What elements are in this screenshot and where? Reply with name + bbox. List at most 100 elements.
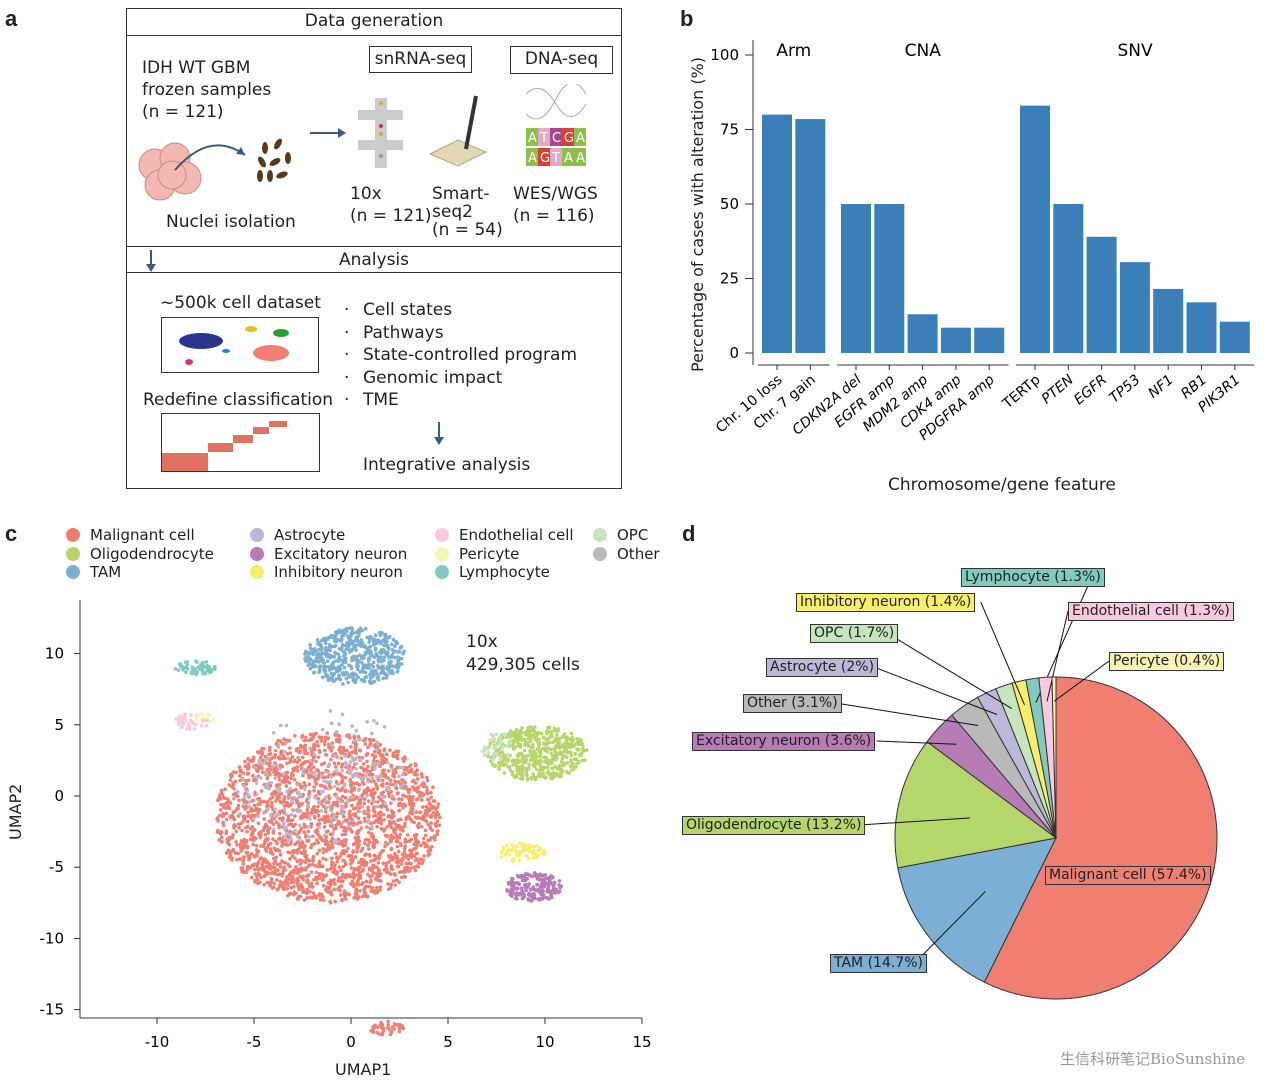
- umap-point: [268, 797, 272, 801]
- umap-point: [314, 870, 319, 875]
- umap-point: [255, 864, 260, 869]
- group-label: SNV: [1117, 41, 1153, 61]
- umap-point: [317, 848, 322, 853]
- legend-label: TAM: [90, 563, 122, 581]
- umap-point: [358, 888, 362, 893]
- umap-point: [378, 885, 383, 889]
- umap-point: [270, 795, 275, 799]
- legend-item: Malignant cell: [66, 526, 195, 544]
- wes-label: WES/WGS: [513, 184, 598, 204]
- umap-point: [339, 851, 344, 856]
- umap-point: [375, 800, 380, 804]
- umap-point: [329, 757, 333, 762]
- umap-point: [339, 824, 344, 829]
- legend-swatch-icon: [435, 528, 449, 542]
- panel-label-c: c: [5, 521, 18, 546]
- bar: [841, 204, 871, 353]
- umap-point: [308, 732, 313, 737]
- legend-swatch-icon: [435, 565, 449, 579]
- umap-point: [424, 785, 429, 790]
- umap-point: [361, 773, 366, 777]
- smartseq-count: (n = 54): [432, 220, 503, 240]
- umap-point: [393, 873, 397, 877]
- umap-point: [423, 833, 428, 838]
- legend-swatch-icon: [250, 547, 264, 561]
- umap-point: [381, 812, 386, 817]
- umap-point: [410, 785, 415, 789]
- pie-slice-label: Malignant cell (57.4%): [1045, 866, 1211, 885]
- umap-point: [336, 879, 341, 883]
- umap-point: [295, 769, 300, 773]
- samples-text: frozen samples: [142, 80, 272, 100]
- tenx-label: 10x: [350, 184, 382, 204]
- umap-point: [318, 898, 323, 902]
- bar-x-axis-title: Chromosome/gene feature: [888, 475, 1116, 495]
- pie-leader-line: [886, 632, 1012, 709]
- bullet-icon: ·: [344, 322, 350, 343]
- umap-point: [272, 810, 277, 815]
- x-tick-label: 15: [632, 1033, 651, 1051]
- dna-base-letter: A: [576, 131, 585, 146]
- redefine-label: Redefine classification: [143, 390, 334, 410]
- umap-point: [376, 811, 381, 815]
- legend-swatch-icon: [66, 528, 80, 542]
- dna-base-letter: A: [576, 151, 585, 166]
- bar: [1086, 236, 1117, 353]
- integrative-analysis-label: Integrative analysis: [363, 455, 531, 475]
- umap-point: [278, 879, 283, 884]
- umap-point: [335, 811, 340, 816]
- umap-point: [311, 834, 315, 839]
- tenx-count: (n = 121): [350, 206, 432, 226]
- umap-point: [281, 887, 286, 892]
- legend-label: Lymphocyte: [459, 563, 550, 581]
- dna-base-letter: G: [564, 131, 574, 146]
- panel-label-d: d: [682, 521, 696, 546]
- legend-item: Endothelial cell: [435, 526, 574, 544]
- pie-slice-label: Inhibitory neuron (1.4%): [796, 593, 976, 612]
- umap-point: [227, 783, 232, 787]
- workflow-frame: [126, 8, 622, 489]
- dna-base: [526, 128, 538, 146]
- pie-slice-label: Oligodendrocyte (13.2%): [682, 816, 866, 835]
- pie-leader-line: [873, 666, 998, 715]
- y-tick-label: 75: [720, 121, 739, 139]
- y-tick-label: -10: [40, 929, 65, 947]
- umap-point: [344, 801, 348, 806]
- umap-point: [321, 883, 326, 888]
- divider: [126, 246, 622, 247]
- pie-slice-label: Astrocyte (2%): [766, 658, 879, 677]
- umap-point: [245, 845, 249, 849]
- umap-point: [311, 859, 315, 863]
- umap-point: [258, 856, 263, 861]
- bar: [1153, 288, 1184, 353]
- umap-point: [356, 816, 361, 821]
- divider: [126, 272, 622, 273]
- umap-point: [256, 867, 261, 872]
- group-label: CNA: [905, 41, 942, 61]
- y-tick-label: -5: [49, 858, 64, 876]
- dna-base: [574, 148, 586, 166]
- legend-item: Oligodendrocyte: [66, 545, 214, 563]
- legend-item: Astrocyte: [250, 526, 345, 544]
- x-tick-label: 10: [535, 1033, 554, 1051]
- umap-point: [256, 821, 261, 825]
- umap-point: [228, 778, 233, 782]
- dna-base-letter: C: [552, 131, 561, 146]
- umap-point: [369, 859, 373, 863]
- dna-base: [562, 148, 574, 166]
- umap-point: [332, 761, 337, 766]
- umap-point: [231, 770, 236, 774]
- umap-point: [297, 887, 301, 892]
- pie-slice-label: OPC (1.7%): [810, 624, 899, 643]
- umap-point: [285, 843, 290, 847]
- legend-label: Astrocyte: [274, 526, 346, 544]
- legend-swatch-icon: [250, 565, 264, 579]
- dna-base: [574, 128, 586, 146]
- pie-slice-label: Endothelial cell (1.3%): [1068, 602, 1234, 621]
- arrow-down-icon: [146, 250, 156, 272]
- panel-label-a: a: [5, 6, 18, 31]
- umap-point: [262, 817, 267, 821]
- umap-point: [396, 797, 401, 801]
- umap-point: [303, 860, 308, 865]
- smart-seq-plate-icon: [428, 95, 488, 167]
